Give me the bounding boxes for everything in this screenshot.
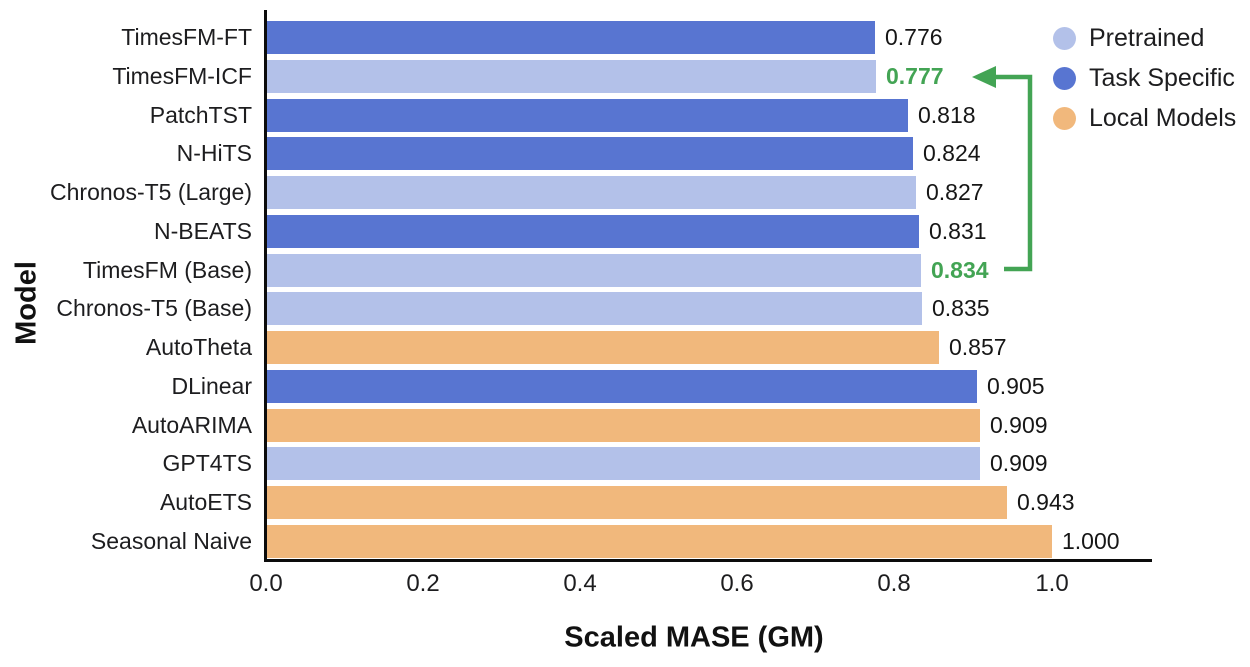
x-tick-label: 0.6	[720, 570, 754, 597]
value-label: 0.835	[932, 295, 990, 321]
legend-label: Local Models	[1089, 103, 1237, 132]
category-label: AutoARIMA	[131, 412, 252, 438]
value-label: 0.831	[929, 218, 987, 244]
value-label: 0.776	[885, 24, 943, 50]
category-label: AutoTheta	[145, 334, 252, 360]
value-label: 0.905	[987, 373, 1045, 399]
category-label: GPT4TS	[162, 450, 252, 476]
category-label: Chronos-T5 (Large)	[50, 179, 252, 205]
bar-autoarima	[267, 409, 980, 442]
legend-swatch-circle-icon	[1053, 106, 1076, 130]
value-label: 0.857	[949, 334, 1007, 360]
category-label: TimesFM (Base)	[82, 257, 252, 283]
bar-patchtst	[267, 99, 908, 132]
bar-n-beats	[267, 215, 919, 248]
legend-item: Pretrained	[1053, 18, 1236, 58]
value-label: 0.909	[990, 450, 1048, 476]
category-label: Seasonal Naive	[90, 528, 252, 554]
category-label: AutoETS	[159, 489, 252, 515]
value-label: 0.827	[926, 179, 984, 205]
bar-seasonal-naive	[267, 525, 1052, 558]
x-tick-label: 0.8	[877, 570, 911, 597]
category-label: Chronos-T5 (Base)	[56, 295, 252, 321]
x-tick-label: 0.0	[249, 570, 283, 597]
legend-swatch-circle-icon	[1053, 26, 1076, 50]
value-label: 0.834	[931, 257, 989, 283]
legend-item: Task Specific	[1053, 58, 1236, 98]
bar-autoets	[267, 486, 1007, 519]
legend-swatch-circle-icon	[1053, 66, 1076, 90]
value-label: 1.000	[1062, 528, 1120, 554]
category-label: N-HiTS	[176, 140, 252, 166]
legend: Pretrained Task Specific Local Models	[1053, 18, 1236, 138]
x-axis-title: Scaled MASE (GM)	[564, 621, 824, 654]
bar-chronos-t5-base-	[267, 292, 922, 325]
value-label: 0.909	[990, 412, 1048, 438]
category-label: N-BEATS	[154, 218, 252, 244]
bar-autotheta	[267, 331, 939, 364]
category-label: DLinear	[171, 373, 252, 399]
value-label: 0.818	[918, 102, 976, 128]
value-label: 0.824	[923, 140, 981, 166]
legend-label: Task Specific	[1089, 63, 1235, 92]
bar-timesfm-ft	[267, 21, 875, 54]
bar-timesfm-icf	[267, 60, 876, 93]
category-label: TimesFM-ICF	[112, 63, 252, 89]
bar-n-hits	[267, 137, 913, 170]
x-tick-label: 0.2	[406, 570, 440, 597]
category-label: PatchTST	[149, 102, 252, 128]
bar-timesfm-base-	[267, 254, 921, 287]
value-label: 0.943	[1017, 489, 1075, 515]
bar-dlinear	[267, 370, 977, 403]
value-label: 0.777	[886, 63, 944, 89]
legend-label: Pretrained	[1089, 23, 1205, 52]
bar-chronos-t5-large-	[267, 176, 916, 209]
x-tick-label: 0.4	[563, 570, 597, 597]
legend-item: Local Models	[1053, 98, 1236, 138]
plot-area	[264, 10, 1152, 562]
x-tick-label: 1.0	[1035, 570, 1069, 597]
bar-gpt4ts	[267, 447, 980, 480]
category-label: TimesFM-FT	[121, 24, 252, 50]
